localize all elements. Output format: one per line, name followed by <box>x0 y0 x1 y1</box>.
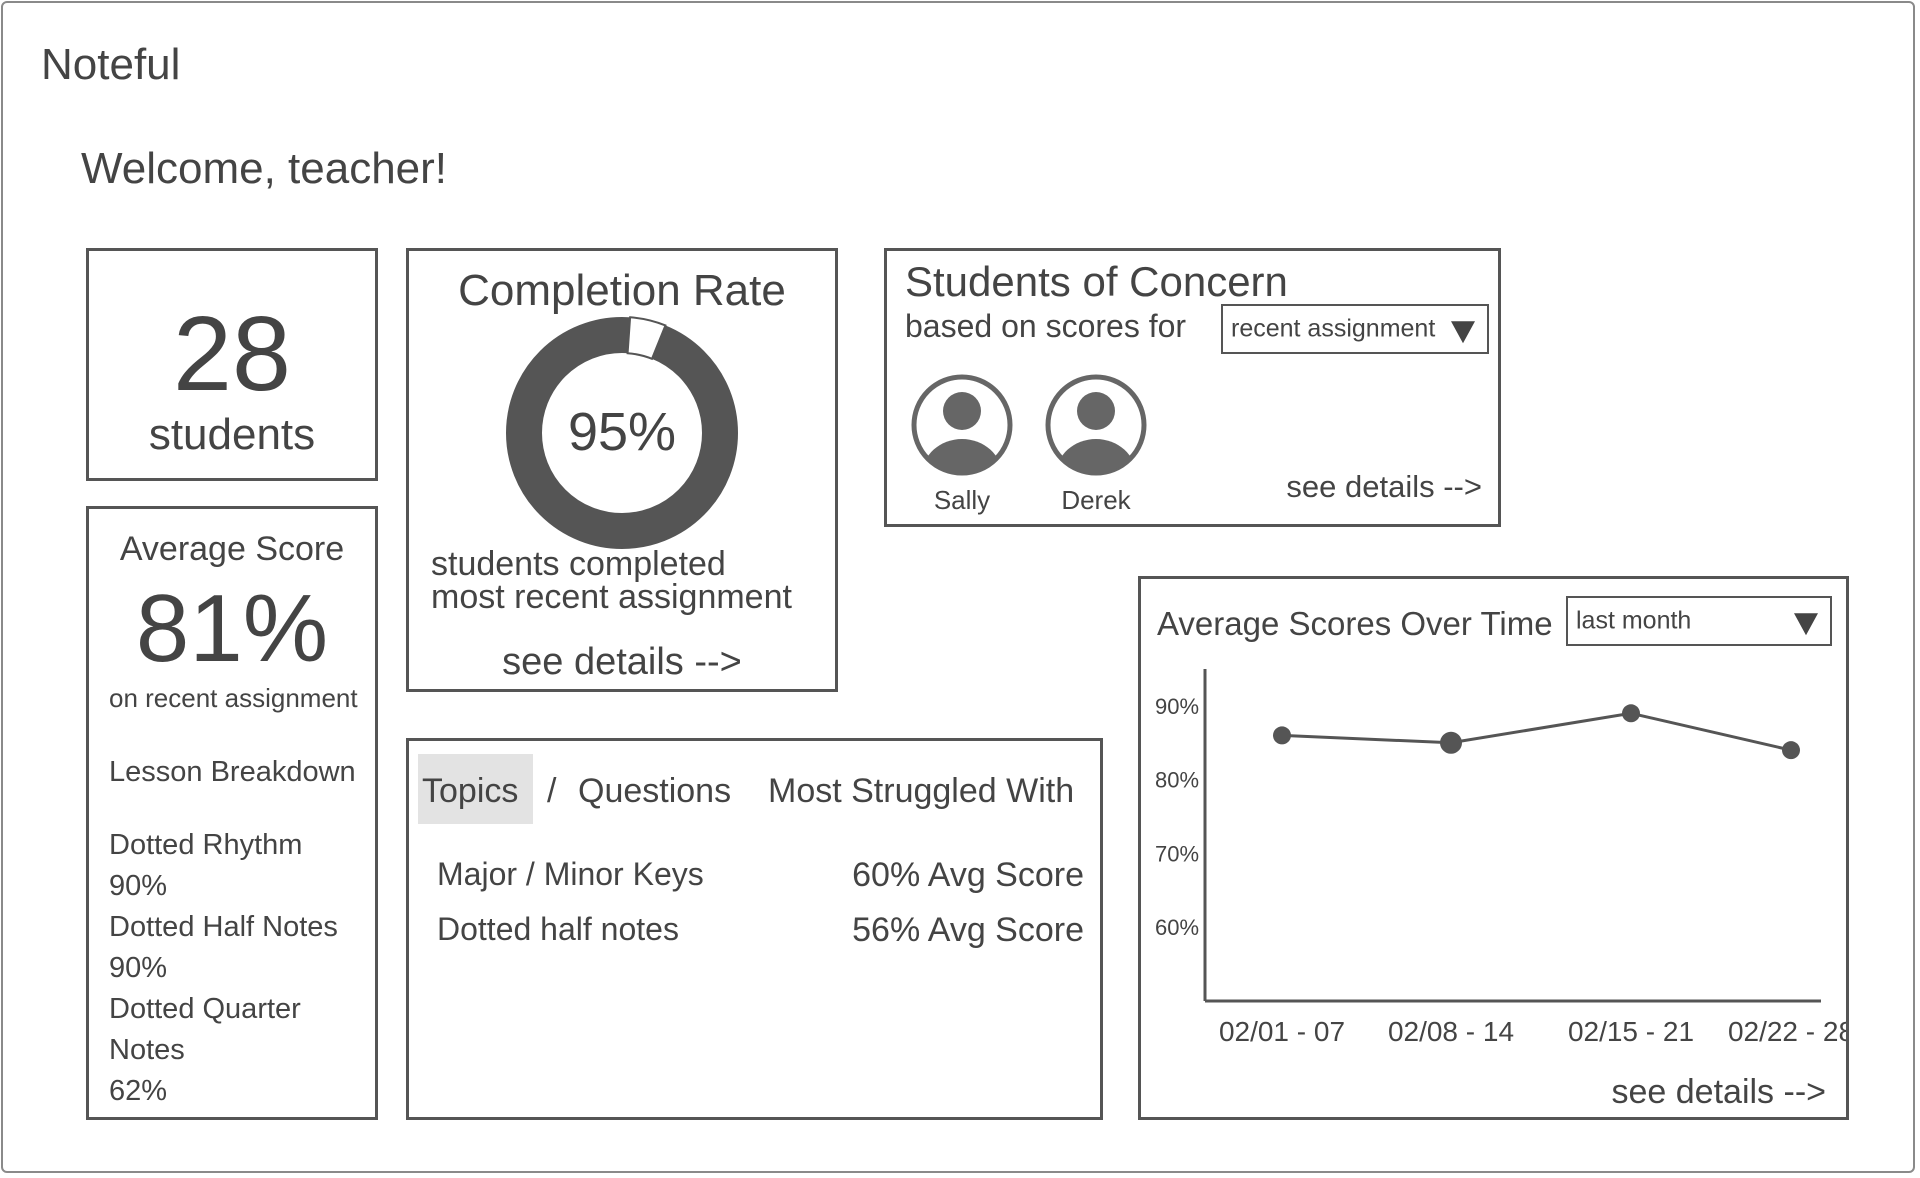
time-range-dropdown-value: last month <box>1576 606 1692 635</box>
completion-see-details-link[interactable]: see details --> <box>502 641 742 683</box>
data-point <box>1273 726 1291 745</box>
x-tick-label: 02/01 - 07 <box>1219 1016 1345 1047</box>
average-score-title: Average Score <box>119 530 345 568</box>
donut-incomplete-segment <box>626 316 667 361</box>
average-score-value: 81% <box>135 575 329 682</box>
completion-rate-card: Completion Rate 95% students completed m… <box>406 248 838 692</box>
lesson-score: 90% <box>109 952 168 984</box>
completion-percent: 95% <box>568 402 676 462</box>
lesson-name-continued: Notes <box>109 1034 185 1066</box>
chart-title: Average Scores Over Time <box>1157 605 1553 642</box>
y-tick-label: 60% <box>1155 915 1199 940</box>
series-line <box>1281 711 1792 752</box>
avatar[interactable] <box>1044 373 1148 477</box>
tab-topics[interactable]: Topics <box>418 754 533 824</box>
struggle-score: 60% Avg Score <box>852 856 1084 894</box>
chart-see-details-link[interactable]: see details --> <box>1611 1073 1827 1111</box>
tab-questions[interactable]: Questions <box>578 772 732 810</box>
struggle-topic: Major / Minor Keys <box>437 856 704 892</box>
data-point <box>1440 731 1462 754</box>
lesson-name: Dotted Rhythm <box>109 829 303 861</box>
completion-caption-line1: students completed <box>431 545 726 583</box>
assignment-dropdown[interactable]: recent assignment <box>1221 304 1489 354</box>
chevron-down-icon <box>1451 321 1475 344</box>
avatar[interactable] <box>910 373 1014 477</box>
donut-track <box>506 317 738 549</box>
data-point <box>1782 741 1800 760</box>
average-scores-over-time-card: Average Scores Over Time last month 90% 8… <box>1138 576 1849 1120</box>
completion-caption-line2: most recent assignment <box>431 578 792 616</box>
x-tick-label: 02/22 - 28 <box>1728 1016 1846 1047</box>
tab-separator: / <box>547 772 557 810</box>
data-point <box>1622 704 1640 723</box>
tab-topics-label: Topics <box>422 772 519 810</box>
y-tick-label: 70% <box>1155 841 1199 866</box>
completion-donut-chart: 95% <box>506 316 738 549</box>
completion-rate-title: Completion Rate <box>458 266 786 315</box>
chevron-down-icon <box>1794 613 1818 636</box>
student-name: Derek <box>1061 485 1131 515</box>
student-name: Sally <box>933 485 991 515</box>
struggle-topic: Dotted half notes <box>437 911 679 947</box>
lesson-name: Dotted Half Notes <box>109 911 338 943</box>
concern-see-details-link[interactable]: see details --> <box>1286 469 1482 504</box>
struggles-heading: Most Struggled With <box>768 772 1075 810</box>
lesson-name: Dotted Quarter <box>109 993 301 1025</box>
app-title: Noteful <box>41 40 181 89</box>
welcome-heading: Welcome, teacher! <box>81 144 448 193</box>
y-tick-label: 90% <box>1155 694 1199 719</box>
students-label: students <box>148 410 316 459</box>
time-range-dropdown[interactable]: last month <box>1566 596 1832 646</box>
y-tick-label: 80% <box>1155 768 1199 793</box>
lesson-score: 62% <box>109 1075 168 1107</box>
students-card: 28 students <box>86 248 378 481</box>
lesson-score: 90% <box>109 870 168 902</box>
students-of-concern-title: Students of Concern <box>905 258 1288 305</box>
average-score-card: Average Score 81% on recent assignment L… <box>86 506 378 1120</box>
assignment-dropdown-value: recent assignment <box>1231 314 1436 343</box>
average-score-caption: on recent assignment <box>109 683 358 713</box>
students-of-concern-subtitle: based on scores for <box>905 308 1187 344</box>
x-tick-label: 02/08 - 14 <box>1388 1016 1514 1047</box>
x-tick-label: 02/15 - 21 <box>1568 1016 1694 1047</box>
student-count: 28 <box>173 295 291 413</box>
user-icon <box>911 374 1013 476</box>
lesson-breakdown-title: Lesson Breakdown <box>109 756 356 788</box>
struggle-score: 56% Avg Score <box>852 911 1084 949</box>
students-of-concern-card: Students of Concern based on scores for … <box>884 248 1501 527</box>
average-scores-line-chart: 90% 80% 70% 60% 02/01 - 07 02/08 - 14 02/15 - … <box>1155 669 1846 1047</box>
user-icon <box>1045 374 1147 476</box>
most-struggled-card: Topics / Questions Most Struggled With M… <box>406 738 1103 1120</box>
